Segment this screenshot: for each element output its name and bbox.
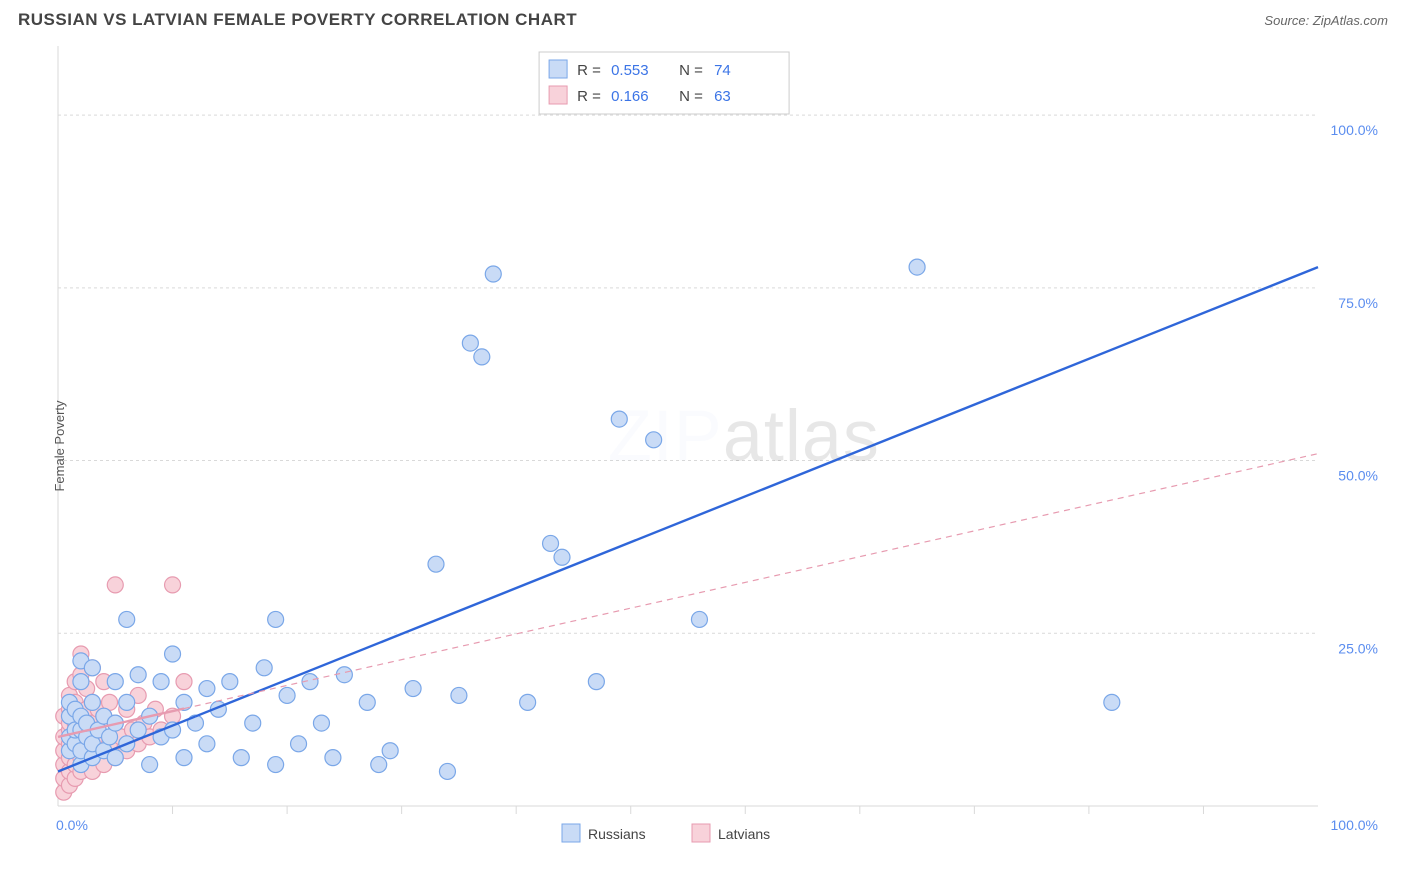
data-point <box>107 577 123 593</box>
data-point <box>611 411 627 427</box>
data-point <box>119 694 135 710</box>
legend-swatch <box>549 60 567 78</box>
data-point <box>554 549 570 565</box>
data-point <box>325 750 341 766</box>
data-point <box>130 667 146 683</box>
data-point <box>291 736 307 752</box>
data-point <box>382 743 398 759</box>
source-credit: Source: ZipAtlas.com <box>1264 13 1388 28</box>
trend-line-extrapolated <box>195 267 1318 716</box>
data-point <box>199 736 215 752</box>
data-point <box>359 694 375 710</box>
legend-swatch <box>562 824 580 842</box>
y-tick-label: 100.0% <box>1331 122 1378 138</box>
data-point <box>176 694 192 710</box>
data-point <box>474 349 490 365</box>
data-point <box>142 757 158 773</box>
data-point <box>268 757 284 773</box>
data-point <box>256 660 272 676</box>
data-point <box>84 694 100 710</box>
data-point <box>279 687 295 703</box>
y-tick-label: 25.0% <box>1338 640 1378 656</box>
data-point <box>165 646 181 662</box>
x-tick-label: 100.0% <box>1331 817 1378 833</box>
data-point <box>1104 694 1120 710</box>
legend-swatch <box>692 824 710 842</box>
data-point <box>543 535 559 551</box>
data-point <box>165 577 181 593</box>
data-point <box>176 674 192 690</box>
legend-n-value: 63 <box>714 88 731 105</box>
chart-area: Female Poverty 25.0%50.0%75.0%100.0%ZIPa… <box>48 36 1388 856</box>
data-point <box>73 674 89 690</box>
data-point <box>462 335 478 351</box>
legend-r-value: 0.166 <box>611 88 649 105</box>
legend-r-label: R = <box>577 88 601 105</box>
chart-title: RUSSIAN VS LATVIAN FEMALE POVERTY CORREL… <box>18 10 577 30</box>
data-point <box>84 660 100 676</box>
y-tick-label: 50.0% <box>1338 468 1378 484</box>
data-point <box>520 694 536 710</box>
data-point <box>107 674 123 690</box>
chart-header: RUSSIAN VS LATVIAN FEMALE POVERTY CORREL… <box>0 0 1406 36</box>
source-label: Source: <box>1264 13 1309 28</box>
data-point <box>119 611 135 627</box>
data-point <box>646 432 662 448</box>
x-tick-label: 0.0% <box>56 817 88 833</box>
y-tick-label: 75.0% <box>1338 295 1378 311</box>
data-point <box>199 681 215 697</box>
data-point <box>451 687 467 703</box>
legend-swatch <box>549 86 567 104</box>
data-point <box>222 674 238 690</box>
legend-series-label: Latvians <box>718 826 770 842</box>
data-point <box>588 674 604 690</box>
y-axis-label: Female Poverty <box>52 400 67 491</box>
data-point <box>336 667 352 683</box>
data-point <box>130 722 146 738</box>
data-point <box>313 715 329 731</box>
data-point <box>691 611 707 627</box>
data-point <box>233 750 249 766</box>
legend-r-value: 0.553 <box>611 62 649 79</box>
data-point <box>153 674 169 690</box>
legend-r-label: R = <box>577 62 601 79</box>
data-point <box>439 763 455 779</box>
data-point <box>405 681 421 697</box>
legend-series-label: Russians <box>588 826 646 842</box>
data-point <box>909 259 925 275</box>
data-point <box>428 556 444 572</box>
data-point <box>268 611 284 627</box>
data-point <box>485 266 501 282</box>
legend-n-label: N = <box>679 62 703 79</box>
data-point <box>371 757 387 773</box>
data-point <box>176 750 192 766</box>
legend-n-value: 74 <box>714 62 731 79</box>
scatter-plot: 25.0%50.0%75.0%100.0%ZIPatlas0.0%100.0%R… <box>48 36 1388 856</box>
legend-n-label: N = <box>679 88 703 105</box>
data-point <box>245 715 261 731</box>
source-value: ZipAtlas.com <box>1313 13 1388 28</box>
trend-line-extrapolated <box>184 454 1318 709</box>
